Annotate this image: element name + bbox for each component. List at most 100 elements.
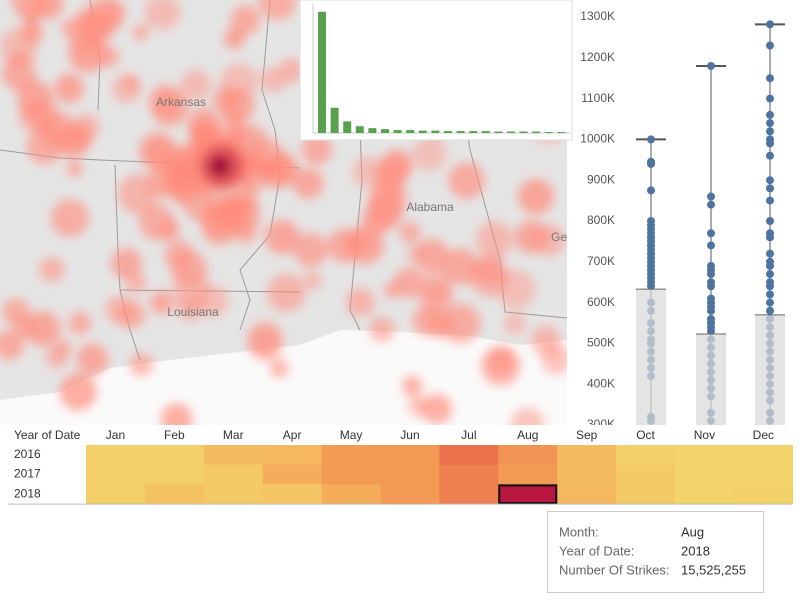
bar bbox=[636, 289, 666, 425]
bar bbox=[431, 130, 440, 133]
heatmap-cell[interactable] bbox=[439, 445, 499, 465]
point bbox=[766, 184, 774, 193]
heatmap-cell[interactable] bbox=[203, 484, 263, 505]
bar bbox=[696, 334, 726, 425]
heatmap-cell[interactable] bbox=[380, 484, 440, 505]
column-header: Apr bbox=[283, 428, 302, 442]
heatmap-cell[interactable] bbox=[616, 484, 676, 505]
column-header: Nov bbox=[694, 428, 715, 442]
heatmap-cell[interactable] bbox=[262, 445, 322, 465]
heat-blob bbox=[345, 287, 375, 317]
point bbox=[707, 241, 715, 250]
heatmap-cell[interactable] bbox=[557, 484, 617, 505]
point bbox=[707, 200, 715, 209]
heatmap-cell[interactable] bbox=[733, 445, 794, 465]
heat-blob bbox=[366, 193, 403, 231]
heatmap-cell[interactable] bbox=[498, 484, 558, 505]
heat-blob bbox=[488, 345, 515, 373]
row-header: Year of Date bbox=[14, 428, 81, 442]
point bbox=[766, 139, 774, 148]
heat-blob bbox=[161, 403, 193, 425]
heatmap-cell[interactable] bbox=[203, 464, 263, 485]
heatmap-cell[interactable] bbox=[144, 484, 205, 505]
point bbox=[766, 176, 774, 185]
point bbox=[707, 306, 715, 315]
heatmap-cell[interactable] bbox=[262, 464, 322, 485]
heatmap[interactable]: Year of Date Jan Feb Mar Apr May Jun Jul Aug Sep… bbox=[0, 425, 800, 505]
heat-blob bbox=[125, 272, 147, 294]
bar bbox=[507, 131, 515, 133]
heatmap-cell[interactable] bbox=[616, 445, 676, 465]
heatmap-cell[interactable] bbox=[557, 445, 617, 465]
heatmap-cell[interactable] bbox=[498, 445, 558, 465]
heat-blob bbox=[110, 247, 143, 280]
heat-blob bbox=[144, 0, 181, 31]
heat-blob bbox=[369, 316, 395, 342]
y-tick-label: 600K bbox=[587, 295, 615, 309]
heatmap-cell[interactable] bbox=[380, 445, 440, 465]
heat-blob bbox=[59, 373, 97, 411]
bar bbox=[393, 130, 402, 133]
heatmap-cell[interactable] bbox=[557, 464, 617, 485]
heatmap-cell[interactable] bbox=[86, 445, 146, 465]
column-header: Dec bbox=[753, 428, 774, 442]
heatmap-cell[interactable] bbox=[733, 484, 794, 505]
tooltip-value: Aug bbox=[681, 524, 704, 539]
heatmap-cell[interactable] bbox=[616, 464, 676, 485]
column-header: Feb bbox=[164, 428, 185, 442]
y-tick-label: 800K bbox=[587, 213, 615, 227]
heat-blob bbox=[383, 281, 401, 299]
y-tick-label: 900K bbox=[587, 172, 615, 186]
heatmap-cell[interactable] bbox=[675, 445, 735, 465]
bar bbox=[355, 126, 364, 133]
point bbox=[766, 74, 774, 83]
heatmap-cell[interactable] bbox=[733, 464, 794, 485]
point bbox=[707, 229, 715, 238]
heatmap-header-bg bbox=[0, 425, 800, 445]
heatmap-cell[interactable] bbox=[262, 484, 322, 505]
heatmap-cell[interactable] bbox=[321, 464, 381, 485]
y-tick-label: 1000K bbox=[580, 132, 615, 146]
heatmap-cell[interactable] bbox=[144, 445, 205, 465]
heat-blob bbox=[11, 0, 48, 19]
heat-blob bbox=[442, 248, 479, 285]
tooltip-label: Month: bbox=[559, 524, 599, 539]
heatmap-cell[interactable] bbox=[86, 464, 146, 485]
heat-blob bbox=[412, 137, 447, 172]
heatmap-cell[interactable] bbox=[321, 484, 381, 505]
heatmap-cell[interactable] bbox=[86, 484, 146, 505]
bar bbox=[343, 121, 352, 133]
heat-blob bbox=[469, 257, 509, 298]
heat-blob bbox=[68, 311, 92, 335]
bar bbox=[444, 131, 452, 133]
map-label: Louisiana bbox=[167, 305, 219, 319]
point bbox=[647, 159, 655, 168]
heat-blob bbox=[129, 352, 154, 377]
heatmap-cell[interactable] bbox=[675, 464, 735, 485]
tooltip-box bbox=[547, 511, 764, 593]
tooltip-value: 15,525,255 bbox=[681, 562, 746, 577]
heatmap-cell[interactable] bbox=[439, 484, 499, 505]
heat-blob bbox=[303, 271, 322, 291]
heat-blob bbox=[132, 24, 149, 41]
heatmap-cell[interactable] bbox=[498, 464, 558, 485]
heat-blob bbox=[150, 89, 189, 127]
heatmap-cell[interactable] bbox=[321, 445, 381, 465]
bar bbox=[368, 128, 377, 133]
heatmap-cell[interactable] bbox=[380, 464, 440, 485]
column-header: May bbox=[340, 428, 363, 442]
bar bbox=[557, 132, 566, 133]
heatmap-cell[interactable] bbox=[675, 484, 735, 505]
heatmap-cell[interactable] bbox=[144, 464, 205, 485]
heat-blob bbox=[66, 160, 83, 178]
selected-cell bbox=[498, 484, 558, 505]
heat-blob bbox=[149, 290, 174, 315]
heat-blob bbox=[170, 250, 208, 288]
box-plot: 300K 400K 500K 600K 700K 800K 900K 1000K 1100K 12… bbox=[580, 9, 785, 425]
point bbox=[707, 270, 715, 279]
heat-blob bbox=[1, 298, 31, 327]
heatmap-cell[interactable] bbox=[203, 445, 263, 465]
heatmap-cell[interactable] bbox=[439, 464, 499, 485]
bar bbox=[469, 131, 478, 133]
heat-blob bbox=[1, 56, 36, 91]
